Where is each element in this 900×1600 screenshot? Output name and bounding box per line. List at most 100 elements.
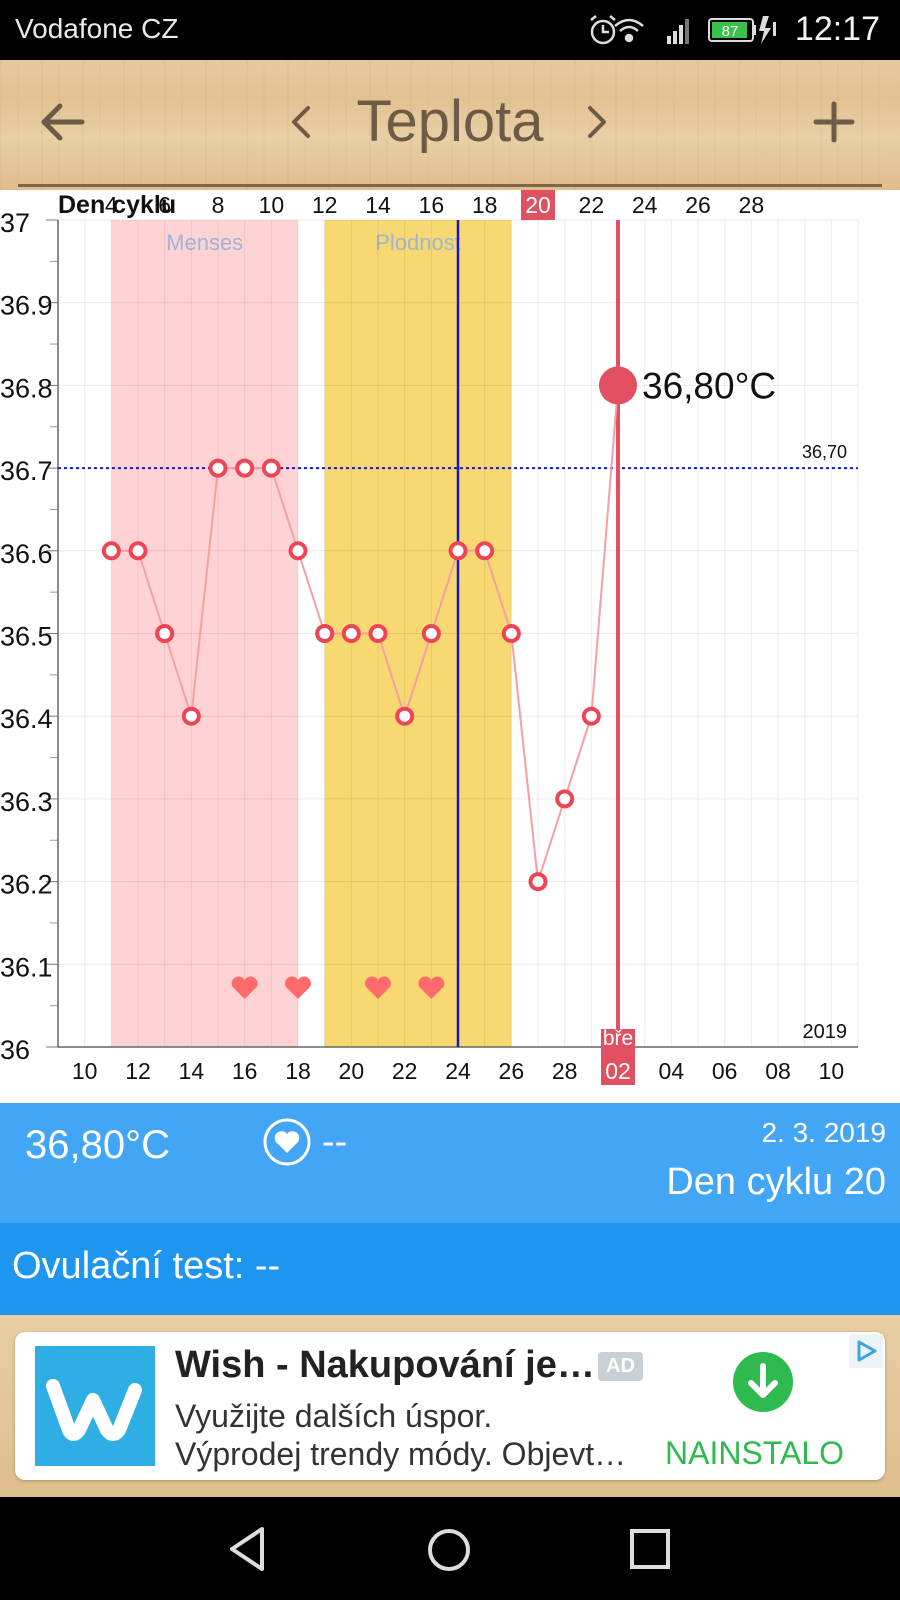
bottom-tick-label: 20 <box>339 1058 365 1084</box>
temperature-point <box>128 541 148 561</box>
ad-line-1: Využijte dalších úspor. <box>175 1398 493 1434</box>
status-icons: 87 <box>590 15 776 45</box>
temperature-point <box>315 624 335 643</box>
battery-level: 87 <box>722 23 739 40</box>
circle-home-icon[interactable] <box>426 1527 472 1573</box>
square-recents-icon[interactable] <box>628 1527 672 1571</box>
heart-value: -- <box>322 1121 348 1163</box>
bottom-tick-label: 18 <box>285 1058 311 1084</box>
temperature-point <box>341 624 361 643</box>
bottom-tick-label: 06 <box>712 1058 738 1084</box>
chevron-left-icon[interactable] <box>286 104 316 140</box>
y-tick-label: 36.9 <box>0 291 53 321</box>
y-tick-label: 36.6 <box>0 539 53 569</box>
temperature-series-line <box>111 385 619 882</box>
bottom-tick-label: 14 <box>179 1058 205 1084</box>
ad-choices-icon[interactable] <box>849 1334 883 1368</box>
ad-line-2: Výprodej trendy módy. Objevt… <box>175 1436 627 1472</box>
bottom-tick-label: 04 <box>659 1058 685 1084</box>
cycle-day: Den cyklu 20 <box>666 1161 886 1203</box>
ovulation-test-bar[interactable]: Ovulační test: -- <box>0 1223 900 1315</box>
top-tick-label: 28 <box>739 192 765 218</box>
temperature-point <box>581 706 601 726</box>
ad-install-button[interactable]: NAINSTALO <box>665 1435 844 1471</box>
battery-icon: 87 <box>708 18 756 42</box>
system-nav-bar <box>0 1497 900 1600</box>
plus-icon[interactable] <box>812 100 856 144</box>
temperature-point <box>368 624 388 643</box>
band-menses <box>111 220 298 1047</box>
temperature-chart-area[interactable]: Menses Plodnost 36 36.1 36.2 36.3 36.4 36.5 36.6… <box>0 190 900 1103</box>
top-tick-label: 4 <box>105 192 118 218</box>
y-tick-label: 36.5 <box>0 622 53 652</box>
triangle-back-icon[interactable] <box>226 1525 268 1573</box>
y-tick-label: 36 <box>0 1035 30 1065</box>
wish-logo-icon[interactable] <box>35 1346 155 1466</box>
band-label: Plodnost <box>375 230 461 255</box>
ad-card[interactable]: Wish - Nakupování je… AD Využijte dalšíc… <box>15 1332 885 1480</box>
bottom-tick-label: 24 <box>445 1058 471 1084</box>
selected-bottom-badge <box>601 1029 635 1085</box>
top-tick-label: 24 <box>632 192 658 218</box>
app-bar: Teplota <box>0 60 900 190</box>
bottom-tick-label: 10 <box>72 1058 98 1084</box>
temperature-point <box>421 624 441 643</box>
ovulation-test-text: Ovulační test: -- <box>12 1245 281 1287</box>
y-tick-label: 36.8 <box>0 373 53 403</box>
temperature-point <box>501 624 521 643</box>
bottom-tick-label-selected: 02 <box>605 1058 631 1084</box>
bottom-tick-label: 10 <box>819 1058 845 1084</box>
ad-title[interactable]: Wish - Nakupování je… <box>175 1344 595 1386</box>
ad-badge: AD <box>598 1352 643 1381</box>
band-label: Menses <box>166 230 243 255</box>
selected-temperature: 36,80°C <box>25 1123 170 1167</box>
arrow-left-icon[interactable] <box>38 98 86 146</box>
temperature-point <box>528 872 548 892</box>
temperature-chart[interactable]: Menses Plodnost 36 36.1 36.2 36.3 36.4 36.5 36.6… <box>0 190 900 1103</box>
temperature-point <box>555 789 575 809</box>
y-tick-label: 36.1 <box>0 952 53 982</box>
heart-marker <box>285 976 311 999</box>
wood-texture <box>0 60 900 190</box>
top-tick-label: 8 <box>212 192 225 218</box>
temperature-point <box>288 541 308 561</box>
bottom-tick-label: 12 <box>125 1058 151 1084</box>
temperature-point <box>208 458 228 478</box>
selected-value-label: 36,80°C <box>642 365 776 406</box>
y-tick-label: 36.3 <box>0 787 53 817</box>
temperature-point <box>475 541 495 561</box>
heart-circle-icon[interactable] <box>262 1117 312 1167</box>
wifi-icon <box>614 18 644 43</box>
bottom-tick-label: 22 <box>392 1058 418 1084</box>
y-tick-label: 36.2 <box>0 870 53 900</box>
download-icon[interactable] <box>733 1352 793 1412</box>
chevron-right-icon[interactable] <box>582 104 612 140</box>
status-bar: Vodafone CZ 87 12:17 <box>0 0 900 60</box>
top-tick-label: 16 <box>419 192 445 218</box>
temperature-point <box>101 541 121 561</box>
day-info-bar[interactable]: 36,80°C -- 2. 3. 2019 Den cyklu 20 <box>0 1103 900 1223</box>
clock: 12:17 <box>794 10 880 48</box>
signal-icon <box>667 19 689 44</box>
reference-value-label: 36,70 <box>802 442 847 462</box>
bottom-tick-label: 26 <box>499 1058 525 1084</box>
y-tick-label: 37 <box>0 208 30 238</box>
selected-temperature-point <box>599 366 637 405</box>
page-title: Teplota <box>356 89 544 154</box>
bottom-tick-label: 28 <box>552 1058 578 1084</box>
alarm-icon <box>590 15 616 45</box>
temperature-point <box>395 706 415 726</box>
selected-month-label: bře <box>603 1027 633 1050</box>
bottom-tick-label: 08 <box>765 1058 791 1084</box>
charging-icon <box>759 16 776 44</box>
temperature-point <box>448 541 468 561</box>
top-tick-label: 14 <box>365 192 391 218</box>
top-tick-label-selected: 20 <box>525 192 551 218</box>
app-bar-divider <box>18 184 882 187</box>
heart-marker <box>231 976 258 999</box>
temperature-point <box>235 458 255 478</box>
heart-marker <box>365 976 391 999</box>
temperature-point <box>181 706 201 726</box>
temperature-point <box>155 624 175 643</box>
top-tick-label: 10 <box>259 192 285 218</box>
